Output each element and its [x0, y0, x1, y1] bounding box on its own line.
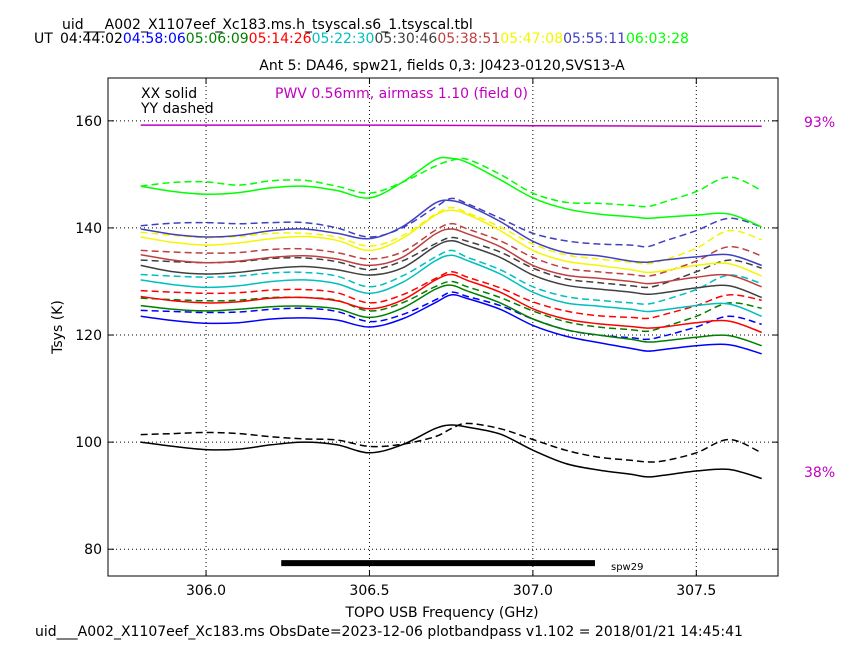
chart-title: Ant 5: DA46, spw21, fields 0,3: J0423-01… [259, 58, 625, 74]
ut-time-label: 05:06:09 [186, 31, 249, 47]
series-yy-line [140, 206, 762, 265]
ut-time-label: 05:55:11 [563, 31, 626, 47]
plot-area [108, 78, 778, 576]
series-xx-line [140, 284, 762, 347]
series-xx-line [140, 228, 762, 288]
series-xx-line [140, 294, 762, 355]
y-tick-label: 100 [75, 435, 102, 451]
axis-ticks: 306.0 306.5 307.0 307.5 80 100 120 140 160 [75, 78, 778, 599]
series-xx-line [140, 209, 762, 277]
x-tick-label: 307.0 [513, 583, 553, 599]
ut-time-label: 05:38:51 [437, 31, 500, 47]
series-xx-line [140, 273, 762, 334]
series-xx-line [140, 424, 762, 480]
ut-time-label: 05:14:26 [249, 31, 312, 47]
series-xx-line [140, 199, 762, 267]
y-axis-label: Tsys (K) [50, 300, 66, 355]
series-yy-line [140, 197, 762, 248]
series-yy-line [140, 271, 762, 320]
transmission-bottom-label: 38% [804, 465, 835, 481]
ut-time-label: 04:58:06 [123, 31, 186, 47]
legend-xx: XX solid [141, 86, 197, 102]
ut-time-label: 06:03:28 [626, 31, 689, 47]
series-yy-line [140, 280, 762, 333]
series-yy-line [140, 222, 762, 277]
table-name: uid___A002_X1107eef_Xc183.ms.h_tsyscal.s… [62, 17, 473, 33]
ut-time-label: 05:47:08 [500, 31, 563, 47]
legend-yy: YY dashed [140, 101, 214, 117]
series-yy-line [140, 236, 762, 289]
y-tick-label: 120 [75, 328, 102, 344]
series-xx-line [140, 240, 762, 299]
ut-time-label: 04:44:02 [60, 31, 123, 47]
atm-transmission-line [140, 124, 762, 127]
plot-frame [107, 77, 779, 577]
spw-label: spw29 [611, 562, 643, 573]
ut-time-label: 05:30:46 [374, 31, 437, 47]
ut-prefix: UT [34, 31, 53, 47]
ut-time-label: 05:22:30 [312, 31, 375, 47]
y-tick-label: 140 [75, 221, 102, 237]
series-yy-line [140, 291, 762, 341]
series-xx-line [140, 254, 762, 318]
y-tick-label: 160 [75, 114, 102, 130]
series-yy-line [140, 157, 763, 208]
ut-times-line: UT 04:44:02 04:58:06 05:06:09 05:14:26 05:22… [34, 31, 689, 47]
footer-text: uid___A002_X1107eef_Xc183.ms ObsDate=202… [35, 624, 743, 640]
x-axis-label: TOPO USB Frequency (GHz) [344, 605, 538, 621]
y-tick-label: 80 [84, 542, 102, 558]
x-tick-label: 306.5 [349, 583, 389, 599]
x-tick-label: 306.0 [186, 583, 226, 599]
transmission-top-label: 93% [804, 115, 835, 131]
series-yy-line [140, 249, 762, 305]
pwv-annotation: PWV 0.56mm, airmass 1.10 (field 0) [275, 86, 528, 102]
x-tick-label: 307.5 [676, 583, 716, 599]
series-xx-line [140, 156, 762, 228]
series-layer [140, 124, 763, 567]
